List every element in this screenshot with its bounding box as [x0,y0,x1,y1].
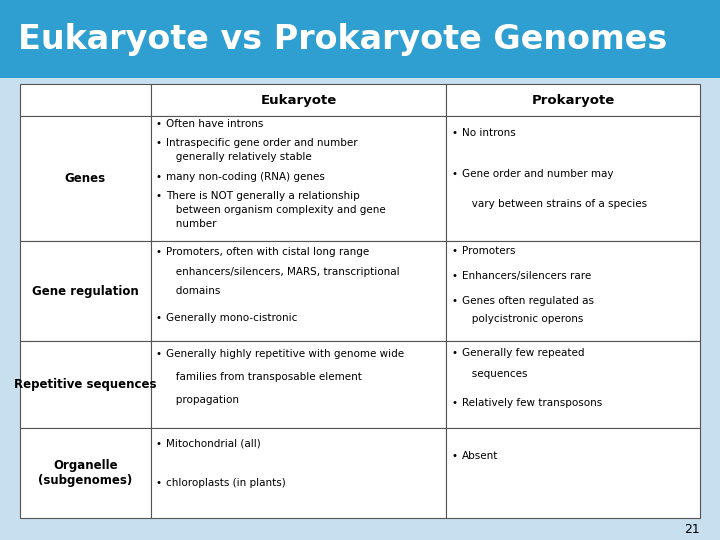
Text: generally relatively stable: generally relatively stable [166,152,312,163]
Text: •: • [156,138,162,148]
Text: •: • [156,191,162,201]
Bar [150,116,446,241]
Bar [20,116,150,241]
Text: •: • [451,169,457,179]
Text: Genes: Genes [65,172,106,185]
Bar [150,241,446,341]
Text: domains: domains [166,286,221,296]
Text: Organelle
(subgenomes): Organelle (subgenomes) [38,459,132,487]
Bar [20,241,150,341]
Text: Gene order and number may: Gene order and number may [462,169,613,179]
Text: •: • [156,439,162,449]
Text: Relatively few transposons: Relatively few transposons [462,397,603,408]
Text: Eukaryote: Eukaryote [261,93,337,106]
Text: Often have introns: Often have introns [166,119,264,129]
Bar [20,84,150,116]
Text: •: • [156,313,162,323]
Text: •: • [156,247,162,257]
Text: No introns: No introns [462,128,516,138]
Text: •: • [451,348,457,358]
Text: •: • [156,119,162,129]
Bar [150,341,446,428]
Bar [0,0,720,78]
Text: vary between strains of a species: vary between strains of a species [462,199,647,210]
Text: Generally mono-cistronic: Generally mono-cistronic [166,313,298,323]
Text: Mitochondrial (all): Mitochondrial (all) [166,439,261,449]
Text: chloroplasts (in plants): chloroplasts (in plants) [166,478,287,488]
Text: Prokaryote: Prokaryote [531,93,615,106]
Bar [20,428,150,518]
Bar [446,341,700,428]
Text: Intraspecific gene order and number: Intraspecific gene order and number [166,138,358,148]
Text: •: • [451,271,457,281]
Bar [20,341,150,428]
Text: •: • [156,349,162,359]
Text: enhancers/silencers, MARS, transcriptional: enhancers/silencers, MARS, transcription… [166,267,400,276]
Text: •: • [451,397,457,408]
Bar [446,84,700,116]
Text: •: • [451,128,457,138]
Text: sequences: sequences [462,369,528,379]
Bar [446,428,700,518]
Text: Gene regulation: Gene regulation [32,285,139,298]
Text: •: • [451,296,457,306]
Bar [150,84,446,116]
Text: Promoters: Promoters [462,246,516,256]
Bar [150,428,446,518]
Text: There is NOT generally a relationship: There is NOT generally a relationship [166,191,360,201]
Text: •: • [451,246,457,256]
Bar [446,241,700,341]
Text: Genes often regulated as: Genes often regulated as [462,296,594,306]
Text: Generally few repeated: Generally few repeated [462,348,585,358]
Text: Enhancers/silencers rare: Enhancers/silencers rare [462,271,591,281]
Text: Generally highly repetitive with genome wide: Generally highly repetitive with genome … [166,349,405,359]
Text: Eukaryote vs Prokaryote Genomes: Eukaryote vs Prokaryote Genomes [18,23,667,56]
Text: •: • [156,172,162,181]
Text: •: • [451,451,457,461]
Text: 21: 21 [684,523,700,536]
Text: polycistronic operons: polycistronic operons [462,314,583,325]
Bar [446,116,700,241]
Text: Absent: Absent [462,451,498,461]
Text: Promoters, often with cistal long range: Promoters, often with cistal long range [166,247,370,257]
Text: between organism complexity and gene: between organism complexity and gene [166,205,386,215]
Text: number: number [166,219,217,229]
Text: •: • [156,478,162,488]
Text: families from transposable element: families from transposable element [166,372,362,382]
Text: Repetitive sequences: Repetitive sequences [14,378,157,391]
Text: many non-coding (RNA) genes: many non-coding (RNA) genes [166,172,325,181]
Text: propagation: propagation [166,395,240,405]
